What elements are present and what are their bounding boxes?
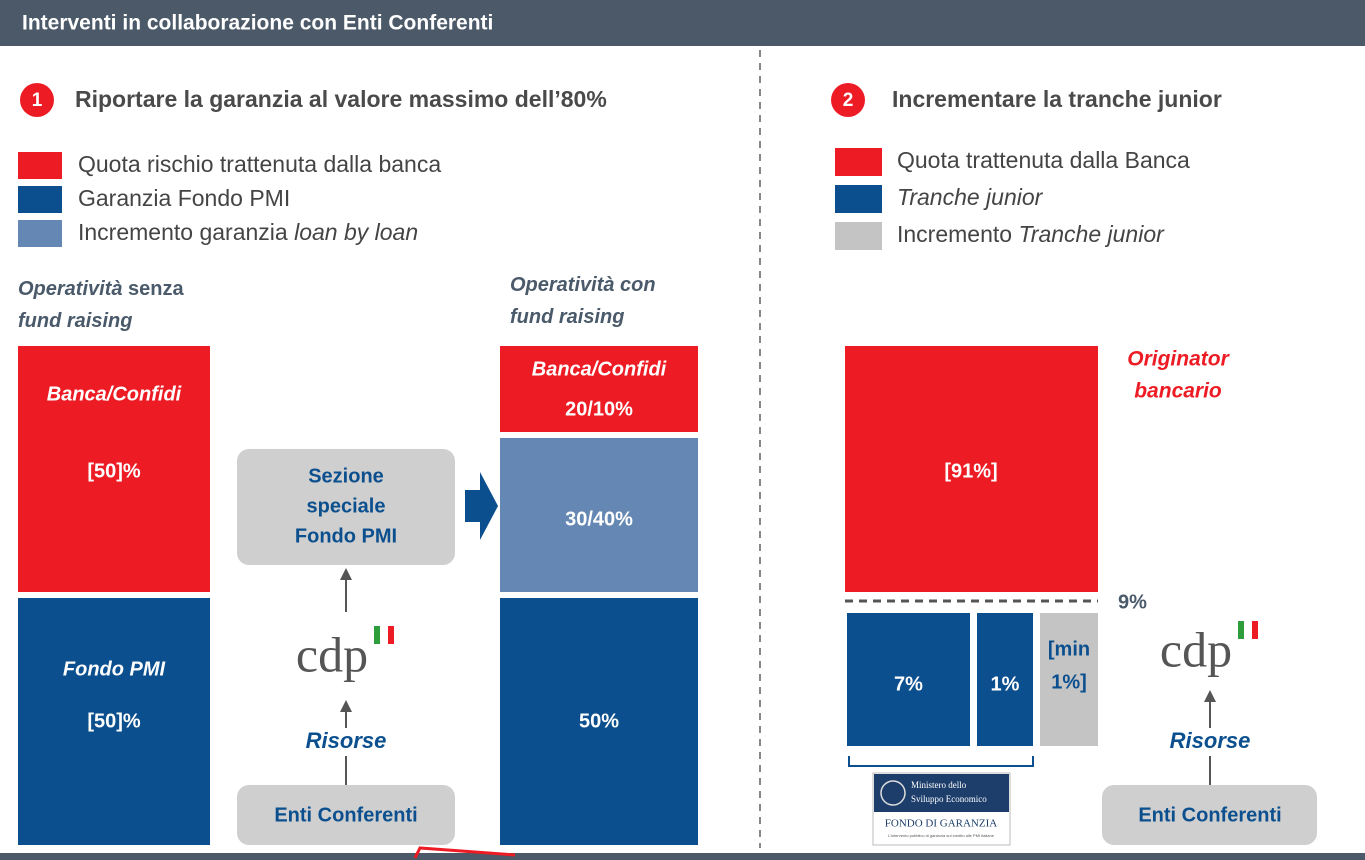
legend-swatch	[18, 220, 62, 247]
flow-arrow	[465, 472, 498, 540]
flag-stripe	[381, 626, 387, 644]
source-label: Enti Conferenti	[274, 804, 417, 826]
block-label: Fondo PMI	[63, 658, 166, 680]
block-label: 30/40%	[565, 508, 633, 530]
stack-block	[18, 598, 210, 845]
block-label: [50]%	[87, 710, 141, 732]
ministry-note: L’intervento pubblico di garanzia sul cr…	[888, 833, 995, 838]
arrow-head	[1204, 690, 1216, 702]
arrow-head	[340, 700, 352, 712]
legend-label-part: Quota trattenuta dalla Banca	[897, 147, 1190, 173]
column-label: Operatività con	[510, 274, 656, 296]
ministry-fund: FONDO DI GARANZIA	[885, 818, 997, 830]
stack-block	[500, 598, 698, 845]
column-label-part: fund raising	[510, 306, 624, 328]
header-bar	[0, 0, 1365, 46]
stack-block	[500, 438, 698, 592]
ministry-name: Ministero dello	[911, 780, 967, 790]
cdp-logo: cdp	[1160, 621, 1232, 677]
ministry-emblem	[880, 780, 906, 806]
flag-stripe	[388, 626, 394, 644]
ministry-name: Sviluppo Economico	[911, 794, 987, 804]
legend-label-part: Quota rischio trattenuta dalla banca	[78, 151, 441, 177]
column-label: Operatività senza	[18, 278, 185, 300]
arrow-head	[340, 568, 352, 580]
flag-stripe	[1252, 621, 1258, 639]
column-label: fund raising	[510, 306, 624, 328]
column-label-part: senza	[122, 278, 184, 300]
originator-label: Originator	[1127, 348, 1230, 371]
legend-swatch	[835, 148, 882, 176]
legend-label-part: Tranche junior	[1018, 221, 1165, 247]
legend-label-part: Garanzia Fondo PMI	[78, 185, 290, 211]
threshold-label: 9%	[1118, 591, 1147, 613]
section-title: Incrementare la tranche junior	[892, 86, 1222, 112]
special-section-box	[237, 449, 455, 565]
legend-label: Garanzia Fondo PMI	[78, 185, 290, 211]
block-label: 1%	[991, 673, 1020, 695]
bracket	[848, 756, 1034, 767]
block-label: 20/10%	[565, 398, 633, 420]
block-label: 7%	[894, 673, 923, 695]
legend-label-part: Incremento garanzia	[78, 219, 294, 245]
flag-stripe	[1238, 621, 1244, 639]
legend-swatch	[18, 152, 62, 179]
footer-accent	[413, 846, 516, 859]
tranche-block	[847, 613, 970, 746]
flag-stripe	[1245, 621, 1251, 639]
special-section-label: speciale	[307, 495, 386, 517]
badge-number: 2	[843, 90, 854, 111]
special-section-label: Sezione	[308, 465, 384, 487]
column-label-part: fund raising	[18, 310, 132, 332]
block-label: Banca/Confidi	[532, 358, 667, 380]
block-label: [50]%	[87, 460, 141, 482]
legend-label-part: loan by loan	[294, 219, 418, 245]
flag-stripe	[374, 626, 380, 644]
legend-label: Tranche junior	[897, 184, 1044, 210]
badge-number: 1	[32, 90, 43, 111]
legend-label: Incremento garanzia loan by loan	[78, 219, 418, 245]
resources-label: Risorse	[1170, 728, 1251, 753]
column-label-part: Operatività con	[510, 274, 656, 296]
source-box	[1102, 785, 1317, 845]
source-label: Enti Conferenti	[1138, 804, 1281, 826]
stack-block	[500, 346, 698, 432]
column-label: fund raising	[18, 310, 132, 332]
legend-swatch	[18, 186, 62, 213]
ministry-band	[874, 774, 1009, 812]
tranche-block	[1040, 613, 1098, 746]
badge	[831, 83, 865, 117]
block-label: 1%]	[1051, 671, 1087, 693]
section-title: Riportare la garanzia al valore massimo …	[75, 86, 607, 112]
legend-label-part: Incremento	[897, 221, 1018, 247]
stack-block	[18, 346, 210, 592]
badge	[20, 83, 54, 117]
legend-label-part: Tranche junior	[897, 184, 1044, 210]
block-label: [min	[1048, 638, 1090, 660]
resources-label: Risorse	[306, 728, 387, 753]
header-title: Interventi in collaborazione con Enti Co…	[22, 12, 493, 35]
legend-label: Quota trattenuta dalla Banca	[897, 147, 1190, 173]
block-label: [91%]	[944, 460, 997, 482]
retained-block	[845, 346, 1098, 592]
special-section-label: Fondo PMI	[295, 525, 397, 547]
tranche-block	[977, 613, 1033, 746]
legend-swatch	[835, 185, 882, 213]
block-label: 50%	[579, 710, 619, 732]
block-label: Banca/Confidi	[47, 383, 182, 405]
column-label-part: Operatività	[18, 278, 122, 300]
source-box	[237, 785, 455, 845]
originator-label: bancario	[1134, 380, 1222, 403]
legend-label: Quota rischio trattenuta dalla banca	[78, 151, 441, 177]
cdp-logo: cdp	[296, 626, 368, 682]
legend-label: Incremento Tranche junior	[897, 221, 1165, 247]
footer-bar	[0, 853, 1365, 860]
legend-swatch	[835, 222, 882, 250]
